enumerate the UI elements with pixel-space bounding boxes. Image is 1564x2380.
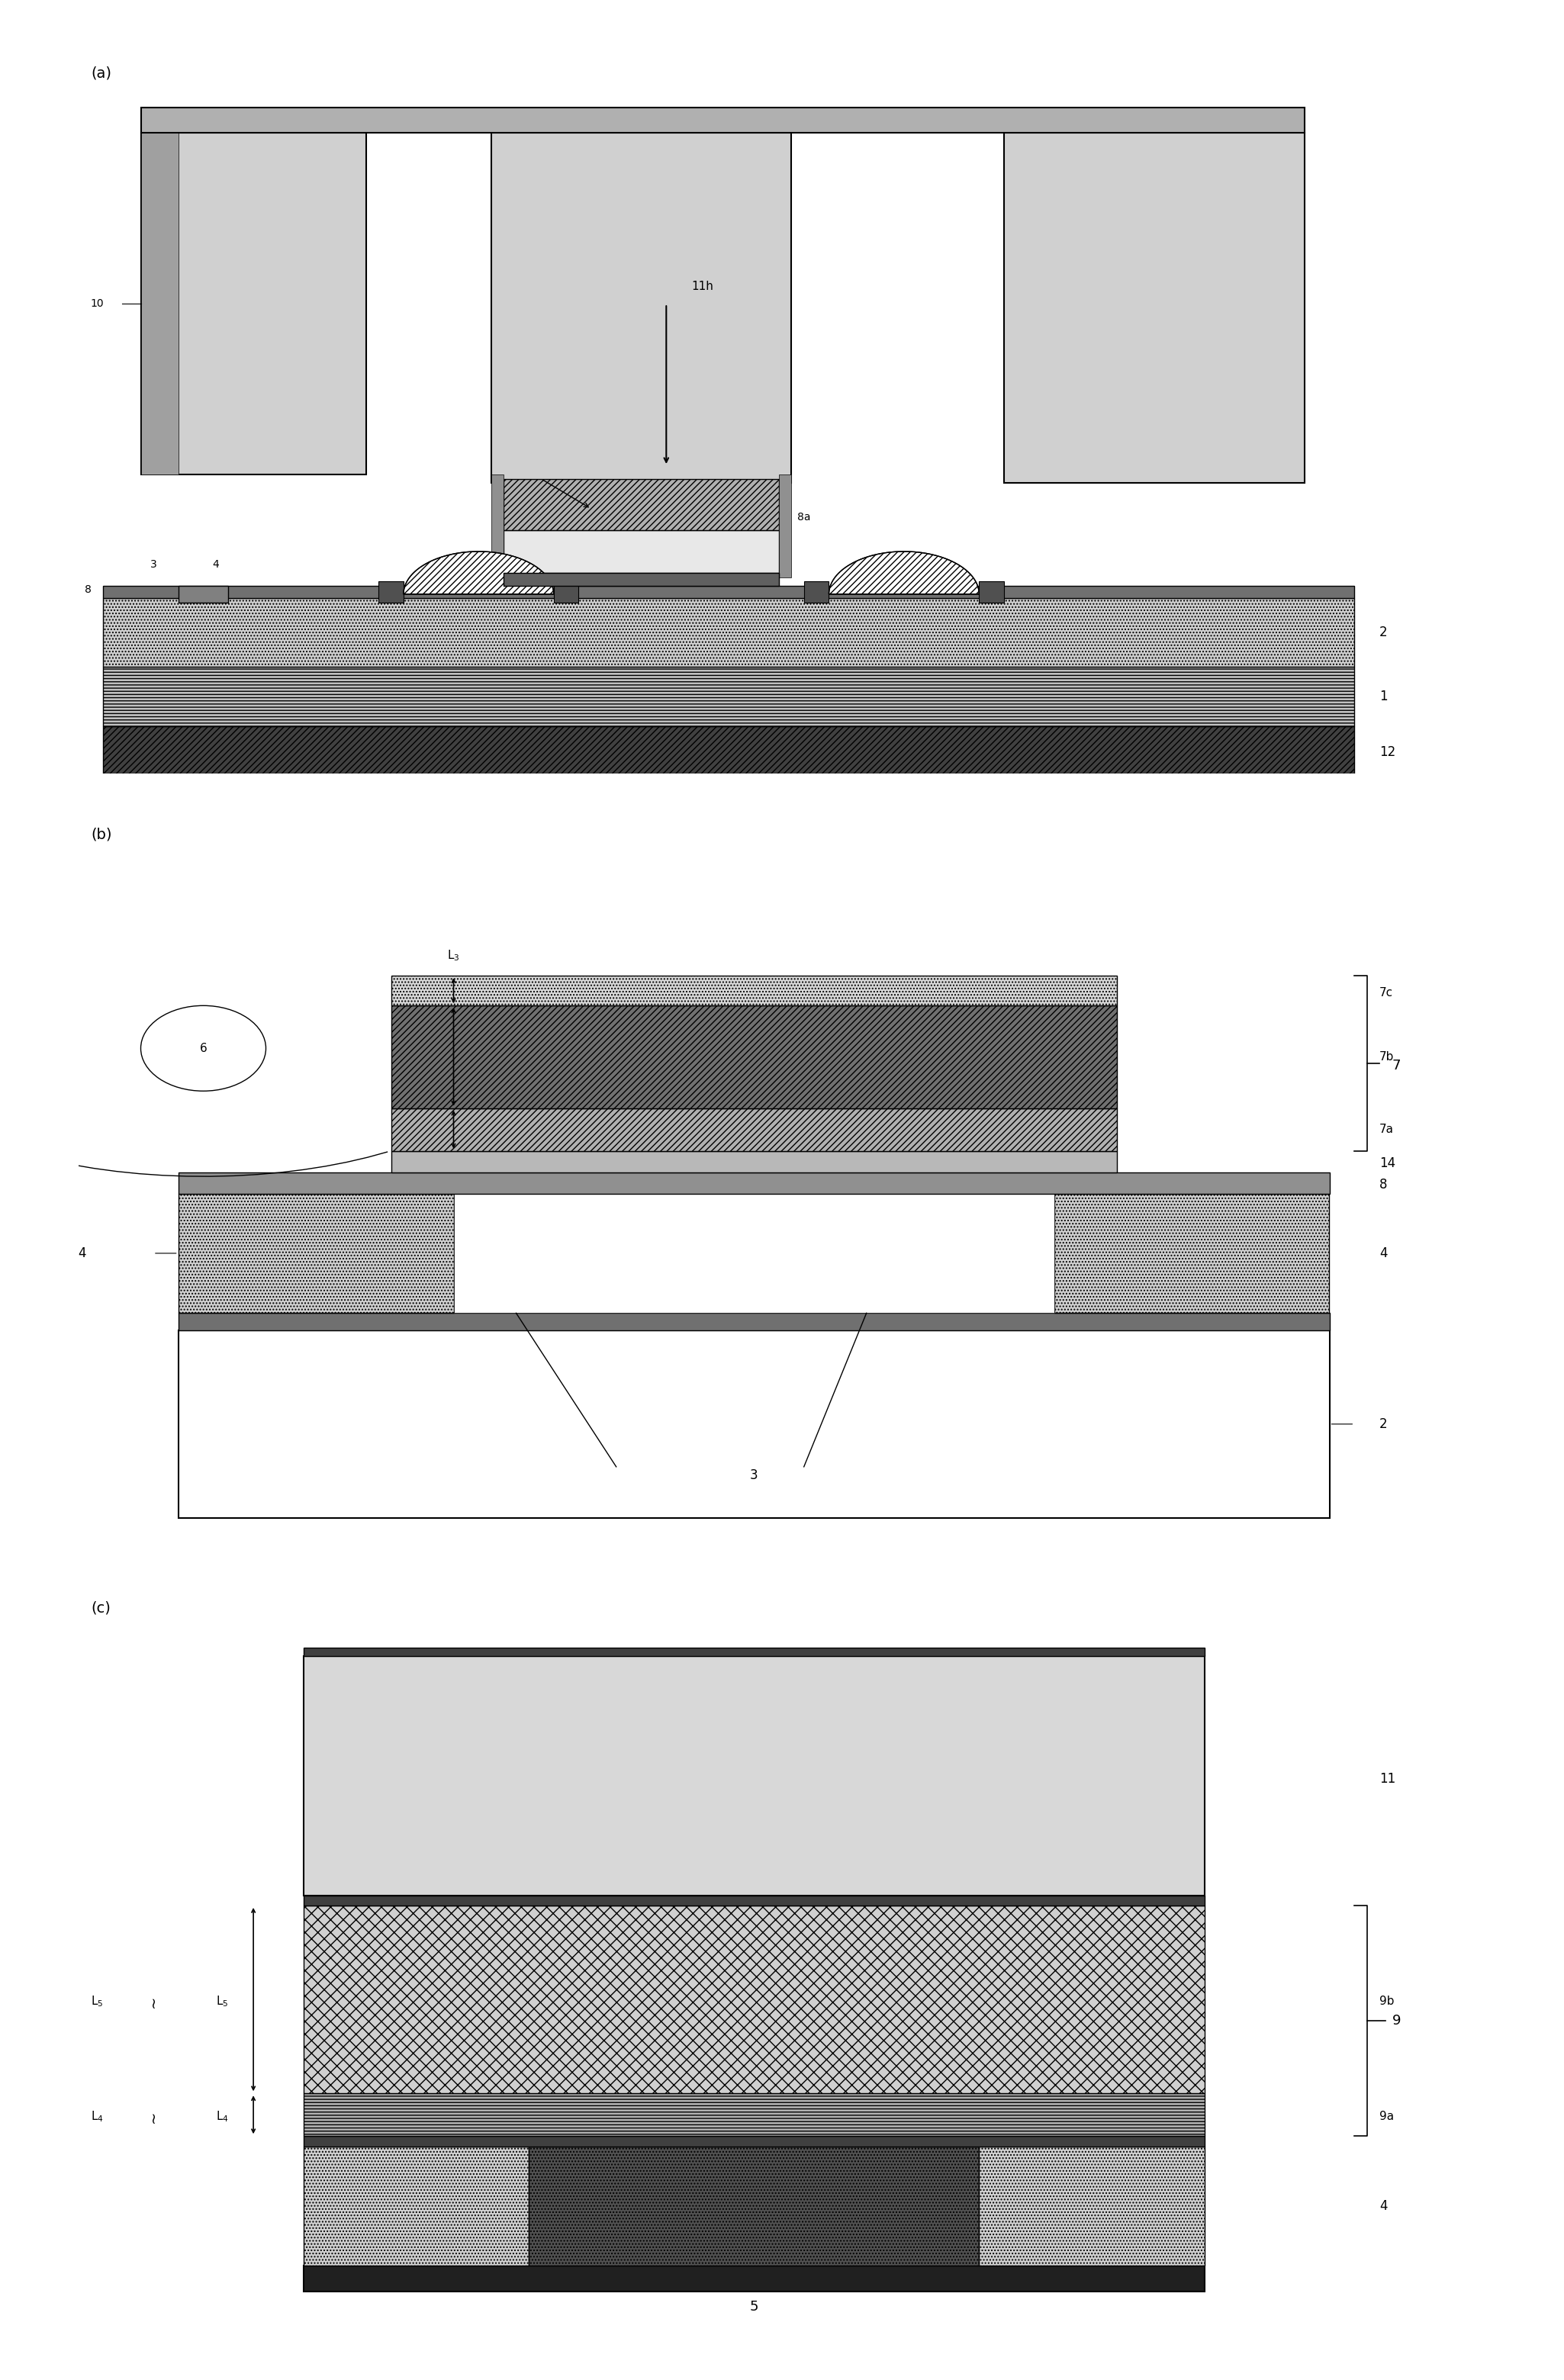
Text: 4: 4 xyxy=(78,1247,86,1259)
Text: 10: 10 xyxy=(91,298,105,309)
Text: 12: 12 xyxy=(1379,745,1395,759)
Bar xyxy=(303,1647,1204,1656)
Text: 7a: 7a xyxy=(1379,1123,1394,1135)
Bar xyxy=(103,726,1354,774)
Bar xyxy=(103,597,1354,666)
Bar xyxy=(178,585,228,602)
Text: 3: 3 xyxy=(749,1468,759,1483)
Bar xyxy=(491,474,504,576)
Text: 11: 11 xyxy=(1195,109,1214,124)
Text: 3: 3 xyxy=(150,559,156,569)
Text: 11: 11 xyxy=(1379,1773,1395,1785)
Text: 9: 9 xyxy=(186,109,196,124)
Text: L$_3$: L$_3$ xyxy=(447,950,460,964)
Bar xyxy=(303,2266,1204,2292)
Bar xyxy=(391,1109,1117,1152)
Text: 9a: 9a xyxy=(1379,2111,1394,2123)
Text: 9b: 9b xyxy=(1379,1994,1395,2006)
Text: 7: 7 xyxy=(576,486,582,497)
Text: 2: 2 xyxy=(1379,626,1387,640)
Bar xyxy=(178,1314,1329,1330)
Text: (a): (a) xyxy=(91,67,111,81)
Text: 9: 9 xyxy=(1392,2013,1401,2028)
Text: 7c: 7c xyxy=(1379,988,1394,1000)
Bar xyxy=(391,1152,1117,1173)
Text: L$_4$: L$_4$ xyxy=(216,2109,228,2123)
Bar xyxy=(303,1894,1204,1906)
Text: ~: ~ xyxy=(145,2111,161,2123)
Bar xyxy=(141,107,1304,133)
Text: L$_5$: L$_5$ xyxy=(91,1994,103,2009)
Text: 8a: 8a xyxy=(798,512,812,524)
Text: (b): (b) xyxy=(91,828,111,843)
Text: L$_5$: L$_5$ xyxy=(216,1994,228,2009)
Text: 1: 1 xyxy=(1379,690,1387,704)
Bar xyxy=(779,474,791,576)
Bar xyxy=(979,581,1004,602)
Bar xyxy=(303,2147,529,2266)
Bar xyxy=(303,2094,1204,2137)
Bar xyxy=(141,133,366,474)
Text: L$_4$: L$_4$ xyxy=(91,2109,103,2123)
Bar xyxy=(178,1173,1329,1192)
Bar xyxy=(979,2147,1204,2266)
Bar xyxy=(529,2147,979,2266)
Bar xyxy=(178,1192,454,1314)
Bar xyxy=(504,531,779,574)
Text: 6: 6 xyxy=(576,516,582,526)
Text: ~: ~ xyxy=(145,1994,161,2006)
Bar xyxy=(1004,133,1304,483)
Bar xyxy=(454,1192,1054,1314)
Text: 4: 4 xyxy=(213,559,219,569)
Text: 8: 8 xyxy=(1379,1178,1387,1192)
Text: (c): (c) xyxy=(91,1602,111,1616)
Text: 14: 14 xyxy=(1379,1157,1395,1171)
Text: 5: 5 xyxy=(749,2299,759,2313)
Bar xyxy=(504,478,779,531)
Text: 2: 2 xyxy=(1379,1416,1387,1430)
Bar xyxy=(491,133,791,483)
Bar xyxy=(504,574,779,585)
Bar xyxy=(378,581,404,602)
Text: 8: 8 xyxy=(84,585,91,595)
Text: 4: 4 xyxy=(1379,1247,1387,1259)
Bar xyxy=(303,1906,1204,2094)
Bar xyxy=(178,1330,1329,1518)
Bar xyxy=(303,1656,1204,1894)
Bar xyxy=(391,976,1117,1007)
Polygon shape xyxy=(404,552,554,595)
Text: 14: 14 xyxy=(596,374,612,388)
Text: 4: 4 xyxy=(1379,2199,1387,2213)
Text: 7b: 7b xyxy=(1379,1052,1394,1061)
Bar xyxy=(103,666,1354,726)
Bar xyxy=(103,585,1354,597)
Bar xyxy=(303,2137,1204,2147)
Text: L$_1$: L$_1$ xyxy=(416,1050,429,1064)
Text: 5: 5 xyxy=(485,566,491,578)
Text: 11h: 11h xyxy=(691,281,713,293)
Text: 7: 7 xyxy=(1392,1059,1401,1073)
Polygon shape xyxy=(829,552,979,595)
Text: 6: 6 xyxy=(200,1042,206,1054)
Bar xyxy=(1054,1192,1329,1314)
Bar xyxy=(804,581,829,602)
Bar xyxy=(141,133,178,474)
Text: L$_2$: L$_2$ xyxy=(416,1123,429,1138)
Bar xyxy=(554,581,579,602)
Bar xyxy=(391,1007,1117,1109)
